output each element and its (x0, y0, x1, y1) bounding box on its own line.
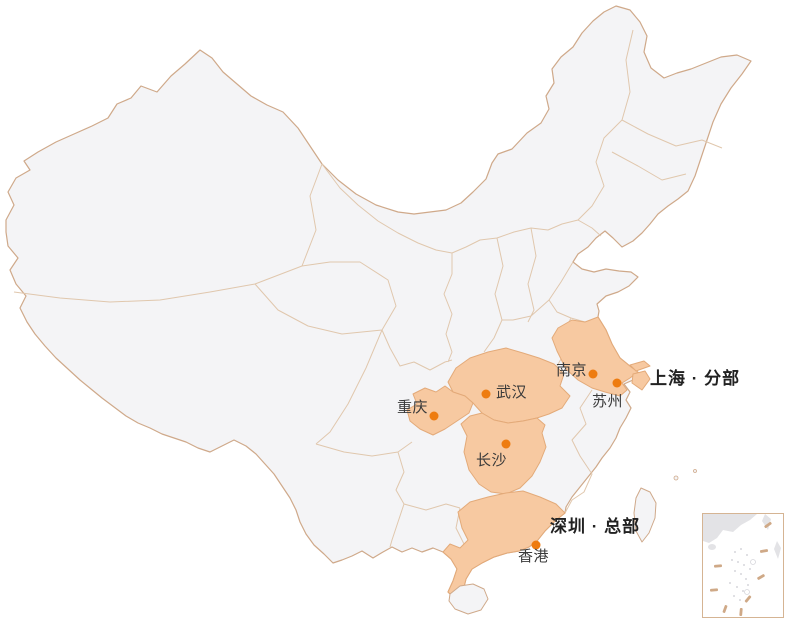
nine-dash-line (709, 521, 772, 617)
city-dot-suzhou (612, 378, 622, 388)
taiwan-island (633, 487, 657, 543)
province-jiangsu-highlight (551, 316, 639, 397)
province-shanghai-highlight (631, 370, 651, 391)
city-dot-nanjing (588, 369, 598, 379)
office-label-shenzhen-hq: 深圳 · 总部 (550, 517, 641, 536)
province-guangdong-highlight (442, 490, 566, 600)
small-island (693, 469, 697, 473)
city-dot-chongqing (429, 411, 439, 421)
city-label-chongqing: 重庆 (397, 399, 429, 416)
city-label-suzhou: 苏州 (592, 393, 624, 410)
city-dot-changsha (501, 439, 511, 449)
office-label-shanghai-branch: 上海 · 分部 (650, 369, 741, 388)
highlighted-provinces (406, 316, 651, 600)
inset-coastline (703, 514, 757, 543)
province-chongqing-highlight (406, 385, 474, 436)
islands (448, 469, 697, 615)
city-dot-hongkong (531, 540, 541, 550)
province-hunan-highlight (460, 412, 547, 495)
hainan-island (448, 583, 489, 615)
inset-hainan (708, 544, 716, 550)
chongming-island (629, 360, 651, 372)
china-mainland-outline (5, 5, 752, 600)
inset-island-dots (729, 548, 756, 601)
city-label-nanjing: 南京 (556, 362, 588, 379)
city-label-hongkong: 香港 (518, 548, 550, 565)
small-island (673, 475, 679, 481)
south-china-sea-inset (702, 513, 784, 618)
city-label-changsha: 长沙 (476, 452, 508, 469)
city-dot-wuhan (481, 389, 491, 399)
city-label-wuhan: 武汉 (496, 384, 528, 401)
city-markers (429, 369, 622, 550)
inset-right-island (774, 541, 781, 559)
